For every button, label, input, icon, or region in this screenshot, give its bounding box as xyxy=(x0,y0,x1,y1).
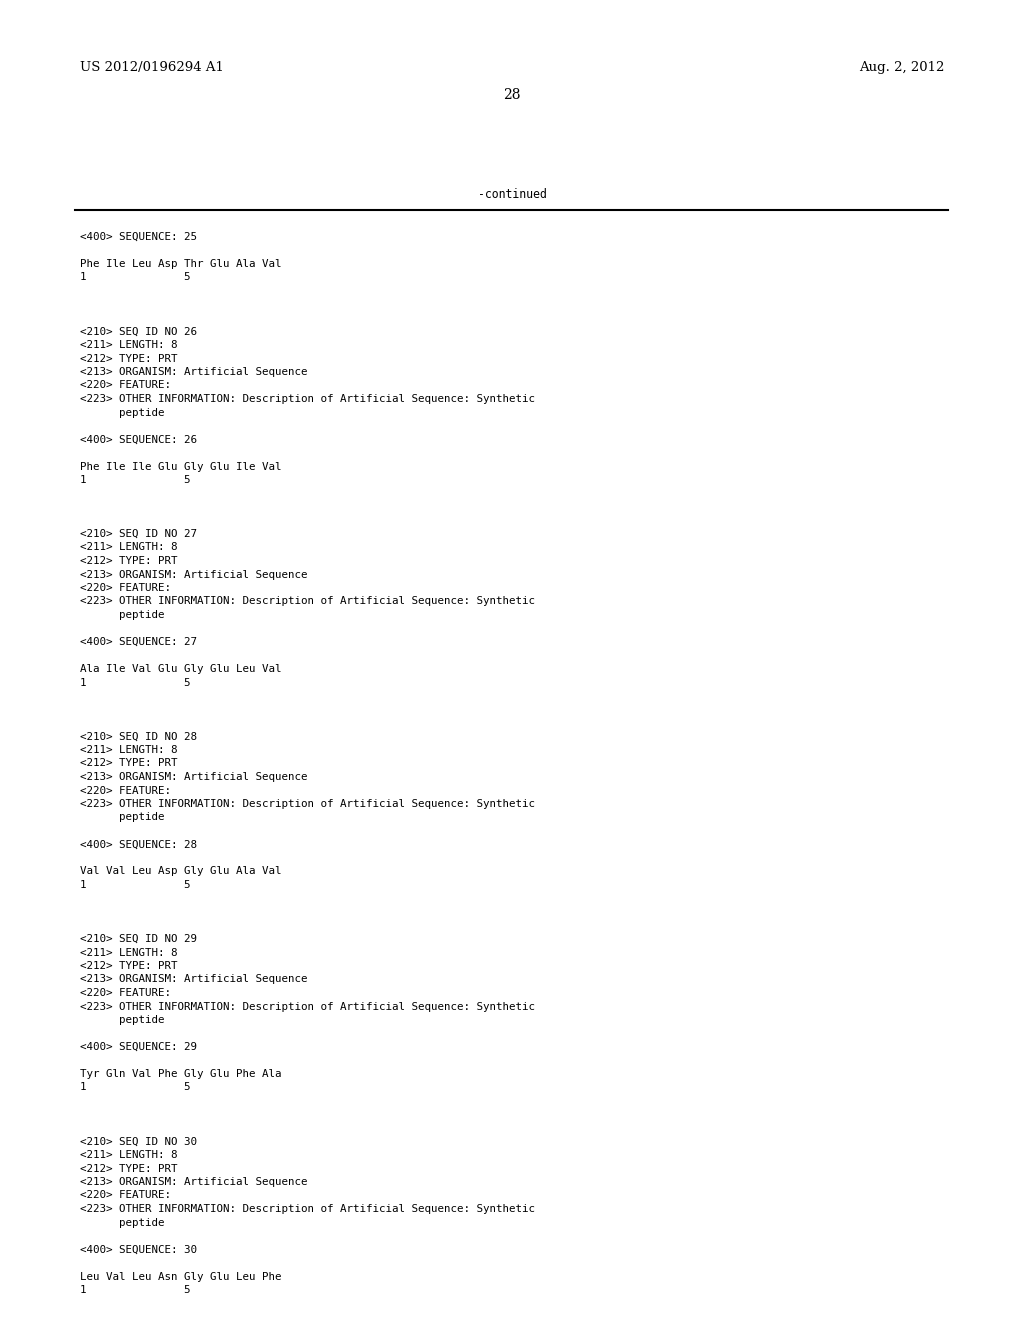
Text: 1               5: 1 5 xyxy=(80,475,190,484)
Text: -continued: -continued xyxy=(477,189,547,202)
Text: Ala Ile Val Glu Gly Glu Leu Val: Ala Ile Val Glu Gly Glu Leu Val xyxy=(80,664,282,675)
Text: peptide: peptide xyxy=(80,610,165,620)
Text: 1               5: 1 5 xyxy=(80,677,190,688)
Text: <211> LENGTH: 8: <211> LENGTH: 8 xyxy=(80,341,177,350)
Text: <223> OTHER INFORMATION: Description of Artificial Sequence: Synthetic: <223> OTHER INFORMATION: Description of … xyxy=(80,799,535,809)
Text: <223> OTHER INFORMATION: Description of Artificial Sequence: Synthetic: <223> OTHER INFORMATION: Description of … xyxy=(80,393,535,404)
Text: <211> LENGTH: 8: <211> LENGTH: 8 xyxy=(80,948,177,957)
Text: <220> FEATURE:: <220> FEATURE: xyxy=(80,1191,171,1200)
Text: <220> FEATURE:: <220> FEATURE: xyxy=(80,785,171,796)
Text: peptide: peptide xyxy=(80,1217,165,1228)
Text: peptide: peptide xyxy=(80,813,165,822)
Text: <220> FEATURE:: <220> FEATURE: xyxy=(80,380,171,391)
Text: Phe Ile Leu Asp Thr Glu Ala Val: Phe Ile Leu Asp Thr Glu Ala Val xyxy=(80,259,282,269)
Text: <400> SEQUENCE: 28: <400> SEQUENCE: 28 xyxy=(80,840,197,850)
Text: <220> FEATURE:: <220> FEATURE: xyxy=(80,987,171,998)
Text: 1               5: 1 5 xyxy=(80,1284,190,1295)
Text: <210> SEQ ID NO 30: <210> SEQ ID NO 30 xyxy=(80,1137,197,1147)
Text: <213> ORGANISM: Artificial Sequence: <213> ORGANISM: Artificial Sequence xyxy=(80,367,307,378)
Text: Val Val Leu Asp Gly Glu Ala Val: Val Val Leu Asp Gly Glu Ala Val xyxy=(80,866,282,876)
Text: <211> LENGTH: 8: <211> LENGTH: 8 xyxy=(80,543,177,553)
Text: peptide: peptide xyxy=(80,408,165,417)
Text: <211> LENGTH: 8: <211> LENGTH: 8 xyxy=(80,744,177,755)
Text: <400> SEQUENCE: 30: <400> SEQUENCE: 30 xyxy=(80,1245,197,1254)
Text: <212> TYPE: PRT: <212> TYPE: PRT xyxy=(80,961,177,972)
Text: Tyr Gln Val Phe Gly Glu Phe Ala: Tyr Gln Val Phe Gly Glu Phe Ala xyxy=(80,1069,282,1078)
Text: <400> SEQUENCE: 25: <400> SEQUENCE: 25 xyxy=(80,232,197,242)
Text: <400> SEQUENCE: 27: <400> SEQUENCE: 27 xyxy=(80,638,197,647)
Text: <223> OTHER INFORMATION: Description of Artificial Sequence: Synthetic: <223> OTHER INFORMATION: Description of … xyxy=(80,1002,535,1011)
Text: <213> ORGANISM: Artificial Sequence: <213> ORGANISM: Artificial Sequence xyxy=(80,772,307,781)
Text: <212> TYPE: PRT: <212> TYPE: PRT xyxy=(80,354,177,363)
Text: peptide: peptide xyxy=(80,1015,165,1026)
Text: <210> SEQ ID NO 27: <210> SEQ ID NO 27 xyxy=(80,529,197,539)
Text: <223> OTHER INFORMATION: Description of Artificial Sequence: Synthetic: <223> OTHER INFORMATION: Description of … xyxy=(80,1204,535,1214)
Text: <210> SEQ ID NO 28: <210> SEQ ID NO 28 xyxy=(80,731,197,742)
Text: <212> TYPE: PRT: <212> TYPE: PRT xyxy=(80,759,177,768)
Text: <210> SEQ ID NO 29: <210> SEQ ID NO 29 xyxy=(80,935,197,944)
Text: <220> FEATURE:: <220> FEATURE: xyxy=(80,583,171,593)
Text: <213> ORGANISM: Artificial Sequence: <213> ORGANISM: Artificial Sequence xyxy=(80,974,307,985)
Text: Phe Ile Ile Glu Gly Glu Ile Val: Phe Ile Ile Glu Gly Glu Ile Val xyxy=(80,462,282,471)
Text: 1               5: 1 5 xyxy=(80,1082,190,1093)
Text: <213> ORGANISM: Artificial Sequence: <213> ORGANISM: Artificial Sequence xyxy=(80,569,307,579)
Text: <212> TYPE: PRT: <212> TYPE: PRT xyxy=(80,1163,177,1173)
Text: <210> SEQ ID NO 26: <210> SEQ ID NO 26 xyxy=(80,326,197,337)
Text: 1               5: 1 5 xyxy=(80,272,190,282)
Text: <211> LENGTH: 8: <211> LENGTH: 8 xyxy=(80,1150,177,1160)
Text: 1               5: 1 5 xyxy=(80,880,190,890)
Text: 28: 28 xyxy=(503,88,521,102)
Text: <213> ORGANISM: Artificial Sequence: <213> ORGANISM: Artificial Sequence xyxy=(80,1177,307,1187)
Text: <212> TYPE: PRT: <212> TYPE: PRT xyxy=(80,556,177,566)
Text: Aug. 2, 2012: Aug. 2, 2012 xyxy=(859,62,944,74)
Text: <223> OTHER INFORMATION: Description of Artificial Sequence: Synthetic: <223> OTHER INFORMATION: Description of … xyxy=(80,597,535,606)
Text: <400> SEQUENCE: 29: <400> SEQUENCE: 29 xyxy=(80,1041,197,1052)
Text: US 2012/0196294 A1: US 2012/0196294 A1 xyxy=(80,62,224,74)
Text: <400> SEQUENCE: 26: <400> SEQUENCE: 26 xyxy=(80,434,197,445)
Text: Leu Val Leu Asn Gly Glu Leu Phe: Leu Val Leu Asn Gly Glu Leu Phe xyxy=(80,1271,282,1282)
